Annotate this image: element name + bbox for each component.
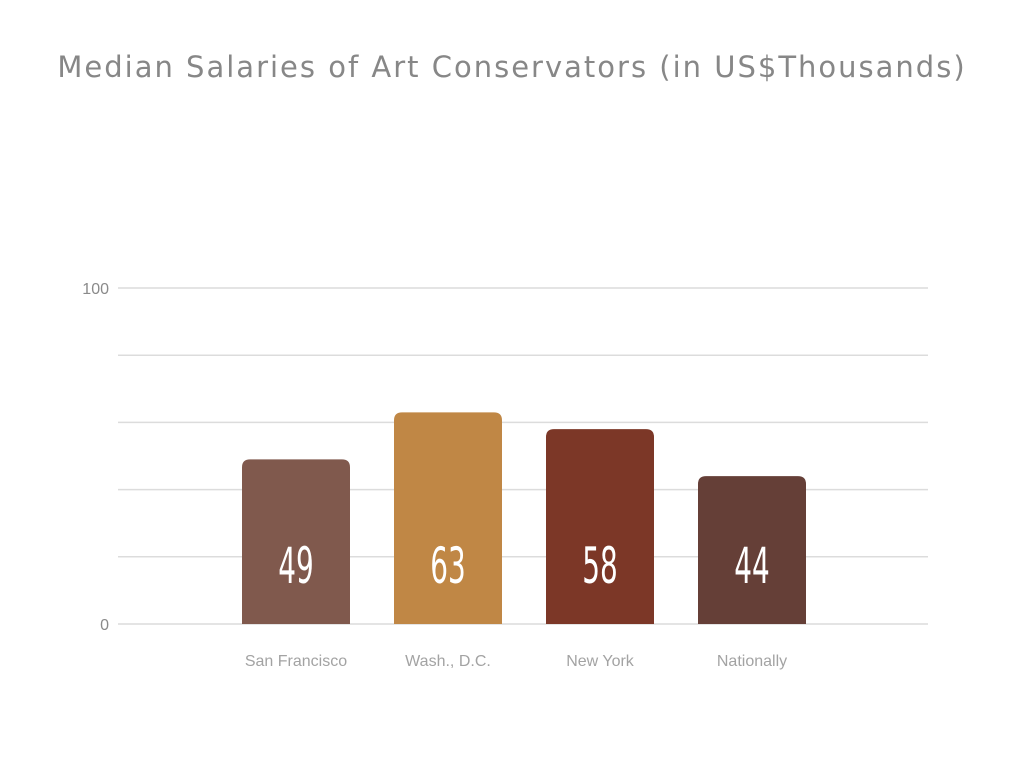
bar-value-label: 44 bbox=[734, 536, 769, 595]
x-category-label: New York bbox=[566, 653, 635, 670]
bar-new-york bbox=[546, 429, 654, 624]
bar-wash-d-c bbox=[394, 412, 502, 624]
bar-nationally bbox=[698, 476, 806, 624]
x-category-label: Wash., D.C. bbox=[405, 653, 491, 670]
y-tick-label: 0 bbox=[100, 617, 109, 634]
gridlines bbox=[118, 287, 928, 625]
bar-value-label: 58 bbox=[582, 536, 617, 595]
bar-san-francisco bbox=[242, 459, 350, 624]
x-axis-categories: San Francisco Wash., D.C. New York National… bbox=[245, 653, 787, 670]
x-category-label: Nationally bbox=[717, 653, 787, 670]
x-category-label: San Francisco bbox=[245, 653, 347, 670]
chart-title: Median Salaries of Art Conservators (in … bbox=[57, 50, 967, 84]
y-tick-label: 100 bbox=[82, 281, 109, 298]
bar-value-label: 49 bbox=[278, 536, 313, 595]
bars: 49 63 58 44 bbox=[242, 412, 806, 624]
y-axis-ticks: 0 100 bbox=[82, 281, 109, 634]
bar-value-label: 63 bbox=[430, 536, 465, 595]
